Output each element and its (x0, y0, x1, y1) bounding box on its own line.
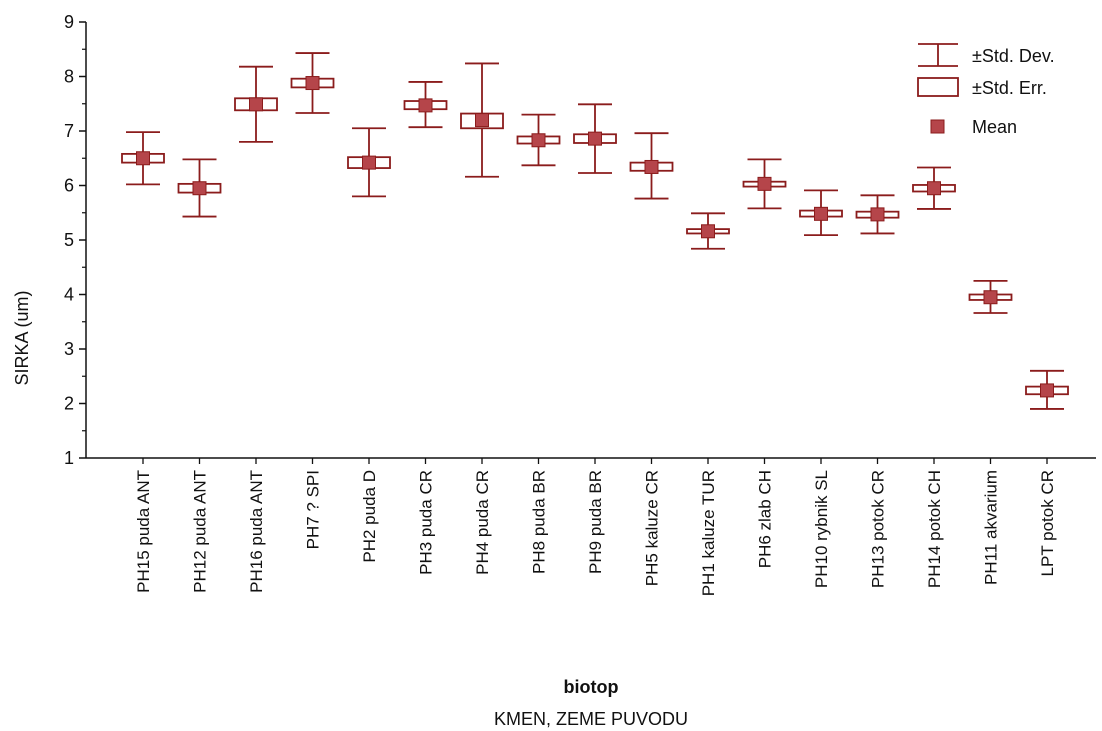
category-group: PH14 potok CH (912, 166, 956, 588)
legend-std-dev: ±Std. Dev. (918, 43, 1055, 67)
x-category-label: PH13 potok CR (869, 470, 888, 588)
y-tick-label: 2 (64, 394, 74, 414)
x-category-label: PH16 puda ANT (247, 470, 266, 593)
x-category-label: PH11 akvarium (982, 470, 1001, 585)
mean-marker (701, 224, 715, 239)
mean-marker (192, 181, 207, 196)
y-tick-label: 7 (64, 121, 74, 141)
mean-marker (870, 207, 885, 222)
mean-marker (927, 181, 941, 196)
x-category-label: PH6 zlab CH (756, 470, 775, 568)
category-group: LPT potok CR (1025, 369, 1069, 576)
legend-mean: Mean (930, 117, 1017, 137)
mean-marker (531, 133, 546, 148)
category-group: PH3 puda CR (403, 81, 448, 575)
category-group: PH4 puda CR (460, 62, 504, 575)
plot-series: PH15 puda ANT PH12 puda ANT PH16 puda ANT P… (121, 52, 1069, 596)
category-group: PH16 puda ANT (234, 65, 278, 593)
mean-marker (305, 76, 320, 91)
category-group: PH8 puda BR (516, 113, 561, 574)
category-group: PH1 kaluze TUR (686, 212, 730, 596)
x-category-label: PH1 kaluze TUR (699, 470, 718, 596)
y-tick-label: 3 (64, 339, 74, 359)
x-category-label: PH7 ? SPI (304, 470, 323, 549)
category-group: PH13 potok CR (855, 194, 900, 588)
x-category-label: LPT potok CR (1038, 470, 1057, 576)
legend-label-std-dev: ±Std. Dev. (972, 46, 1055, 66)
category-group: PH7 ? SPI (290, 52, 335, 549)
mean-marker (983, 290, 998, 305)
category-group: PH9 puda BR (573, 103, 617, 574)
mean-marker (249, 97, 263, 112)
x-category-label: PH15 puda ANT (134, 470, 153, 593)
mean-marker (418, 98, 433, 113)
mean-marker (757, 176, 772, 191)
chart-legend: ±Std. Dev. ±Std. Err. Mean (917, 43, 1055, 137)
y-tick-label: 9 (64, 12, 74, 32)
y-tick-label: 6 (64, 176, 74, 196)
x-category-label: PH2 puda D (360, 470, 379, 563)
mean-marker (1040, 383, 1054, 398)
x-category-label: PH5 kaluze CR (643, 470, 662, 586)
category-group: PH12 puda ANT (177, 158, 222, 593)
y-tick-label: 8 (64, 67, 74, 87)
category-group: PH11 akvarium (968, 279, 1013, 585)
x-category-label: PH14 potok CH (925, 470, 944, 588)
y-tick-label: 4 (64, 285, 74, 305)
category-group: PH2 puda D (347, 127, 391, 563)
mean-marker (644, 159, 659, 174)
x-axis-title: biotop (564, 677, 619, 697)
x-category-label: PH3 puda CR (417, 470, 436, 575)
y-tick-label: 5 (64, 230, 74, 250)
legend-label-mean: Mean (972, 117, 1017, 137)
category-group: PH5 kaluze CR (629, 132, 674, 586)
mean-marker (814, 206, 828, 221)
category-group: PH15 puda ANT (121, 131, 165, 593)
mean-marker (475, 113, 489, 128)
x-category-label: PH8 puda BR (530, 470, 549, 574)
y-axis-ticks: 1 2 3 4 5 6 7 8 9 (64, 12, 86, 468)
mean-marker (588, 131, 602, 146)
x-category-label: PH4 puda CR (473, 470, 492, 575)
x-category-label: PH9 puda BR (586, 470, 605, 574)
legend-label-std-err: ±Std. Err. (972, 78, 1047, 98)
x-axis-subtitle: KMEN, ZEME PUVODU (494, 709, 688, 729)
y-axis-title: SIRKA (um) (12, 290, 32, 385)
x-category-label: PH10 rybnik SL (812, 470, 831, 588)
mean-marker (136, 151, 150, 166)
x-category-label: PH12 puda ANT (191, 470, 210, 593)
y-tick-label: 1 (64, 448, 74, 468)
legend-std-err: ±Std. Err. (917, 77, 1047, 98)
category-group: PH6 zlab CH (742, 158, 787, 568)
category-group: PH10 rybnik SL (799, 189, 843, 588)
mean-marker (362, 155, 376, 170)
